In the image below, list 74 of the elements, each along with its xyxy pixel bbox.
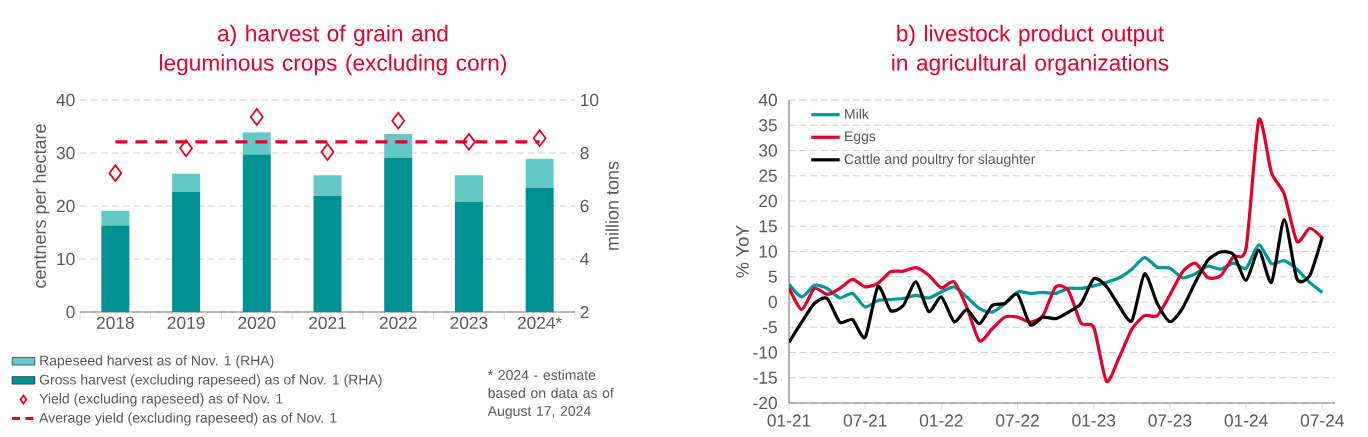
x-tick-label: 07-22 (996, 414, 1039, 427)
bar (101, 210, 130, 226)
legend-label: Gross harvest (excluding rapeseed) as of Nov. 1 (RHA) (39, 374, 382, 388)
y-tick-label: 20 (759, 194, 777, 208)
y-tick-label: -15 (753, 371, 777, 384)
x-tick-label: 2021 (309, 316, 346, 329)
x-tick-label: 01-21 (767, 414, 811, 427)
bar (454, 201, 483, 312)
legend-label: Cattle and poultry for slaughter (844, 153, 1036, 167)
y2-tick-label: 4 (580, 253, 589, 265)
bar (525, 187, 554, 312)
legend-label: Eggs (845, 131, 876, 144)
x-tick-label: 07-24 (1300, 414, 1344, 427)
y2-tick-label: 8 (580, 146, 589, 160)
y-tick-label: 0 (66, 305, 75, 319)
bar (384, 133, 413, 158)
x-tick-label: 07-21 (843, 414, 887, 427)
y-tick-label: 5 (768, 270, 777, 283)
y-tick-label: 0 (768, 295, 777, 309)
chart-title: a) harvest of grain and leguminous crops (excluding corn) (160, 24, 506, 76)
y-tick-label: 40 (758, 93, 777, 107)
x-tick-label: 07-23 (1148, 414, 1192, 427)
y-tick-label: 10 (57, 252, 75, 266)
x-tick-label: 2023 (450, 316, 488, 329)
x-tick-label: 2024* (517, 316, 563, 329)
point (532, 129, 547, 148)
bar (384, 157, 413, 312)
y-tick-label: -5 (762, 321, 777, 334)
y-tick-label: -10 (753, 346, 777, 359)
y-tick-label: 20 (56, 199, 75, 213)
chart-title: b) livestock product output in agricultural organizations (892, 24, 1169, 76)
y2-axis-title: million tons (605, 161, 619, 250)
legend-label: Milk (845, 108, 869, 119)
point (462, 133, 476, 151)
point (249, 108, 264, 126)
y-tick-label: 10 (759, 245, 777, 258)
x-tick-label: 01-23 (1072, 414, 1116, 427)
bar (242, 132, 271, 155)
y2-tick-label: 6 (580, 199, 589, 213)
legend-label: Rapeseed harvest as of Nov. 1 (RHA) (40, 355, 274, 369)
bar (242, 154, 271, 312)
y2-tick-label: 2 (580, 305, 589, 319)
bar (313, 195, 342, 312)
y-axis-title: centners per hectare (32, 124, 50, 288)
x-tick-label: 2018 (96, 316, 134, 329)
legend-label: Yield (excluding rapeseed) as of Nov. 1 (39, 393, 283, 407)
y-tick-label: 25 (759, 169, 777, 182)
y-tick-label: 15 (759, 220, 777, 233)
text: * 2024 - estimate based on data as of August 17, 2024 (487, 369, 614, 419)
y-axis-title: % YoY (736, 225, 749, 278)
bar (101, 225, 130, 312)
point (320, 143, 335, 161)
line-series (789, 218, 1324, 344)
legend-label: Average yield (excluding rapeseed) as of Nov. 1 (39, 412, 337, 426)
bar (313, 175, 342, 196)
point (108, 164, 123, 183)
x-tick-label: 2022 (379, 316, 417, 329)
bar (525, 158, 554, 188)
bar (172, 173, 201, 192)
point (179, 139, 193, 158)
point (391, 111, 406, 130)
y-tick-label: 30 (56, 146, 75, 160)
y-tick-label: -20 (753, 396, 777, 410)
bar (454, 175, 483, 202)
y-tick-label: 35 (759, 119, 777, 132)
x-tick-label: 2019 (167, 316, 205, 329)
x-tick-label: 01-24 (1224, 414, 1268, 427)
x-tick-label: 2020 (238, 316, 276, 329)
bar (172, 191, 201, 312)
y-tick-label: 40 (56, 93, 75, 107)
y2-tick-label: 10 (581, 93, 599, 107)
y-tick-label: 30 (759, 144, 777, 157)
line-series (789, 118, 1324, 383)
x-tick-label: 01-22 (919, 414, 963, 427)
